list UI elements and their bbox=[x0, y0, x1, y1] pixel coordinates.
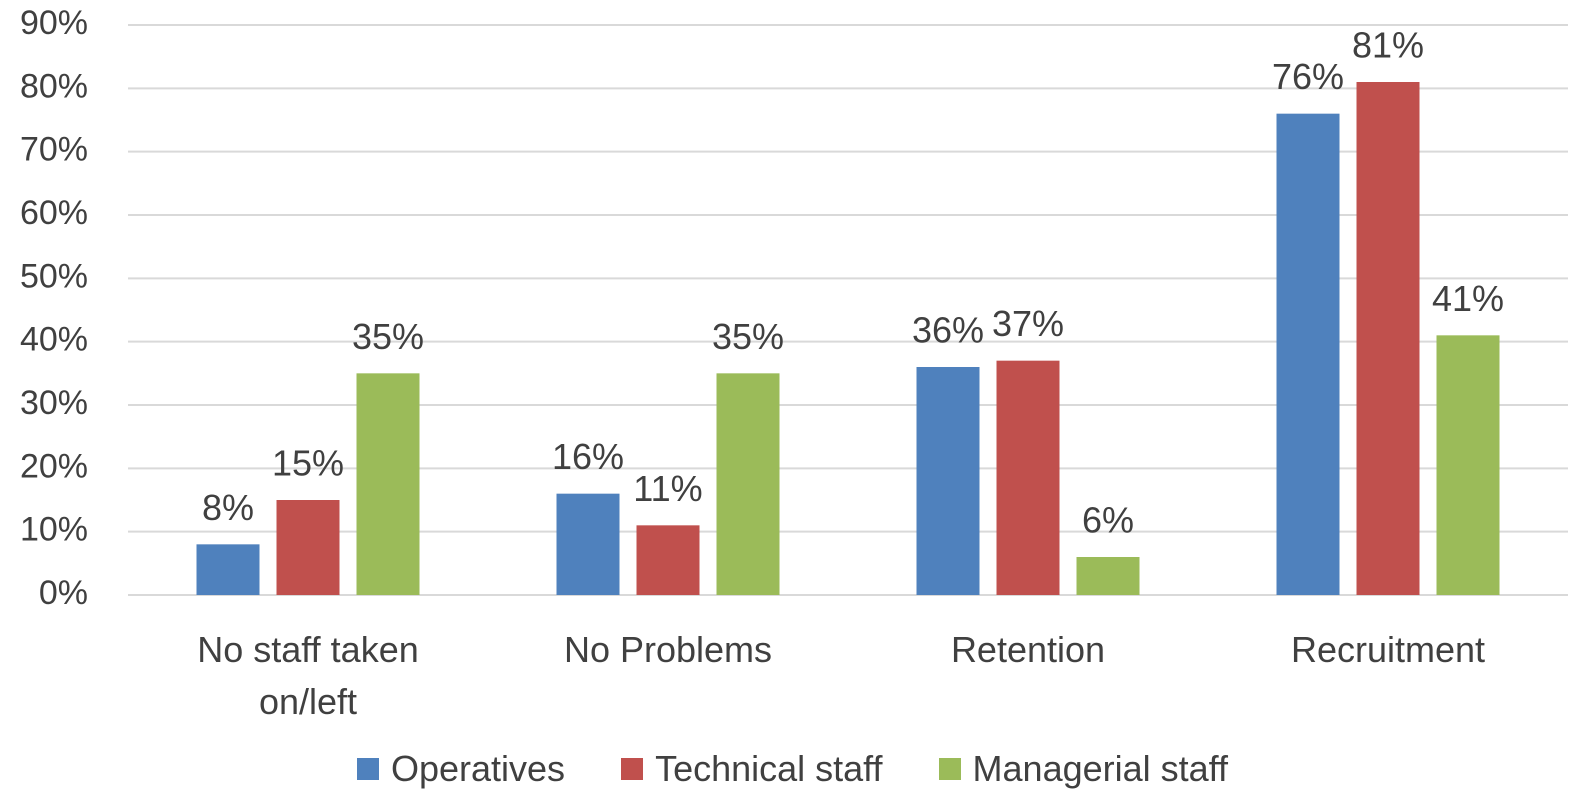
bar bbox=[556, 493, 620, 595]
bar bbox=[1356, 82, 1420, 595]
bar bbox=[996, 360, 1060, 595]
data-label: 76% bbox=[1272, 56, 1344, 97]
legend: Operatives Technical staff Managerial staf… bbox=[0, 748, 1585, 790]
legend-swatch bbox=[356, 758, 379, 780]
y-tick-label: 80% bbox=[20, 67, 88, 105]
x-tick-label: No staff taken on/left bbox=[197, 629, 419, 722]
data-label: 35% bbox=[712, 316, 784, 357]
data-label: 6% bbox=[1082, 500, 1134, 541]
bar bbox=[1276, 113, 1340, 596]
y-tick-label: 0% bbox=[39, 574, 88, 612]
legend-item: Technical staff bbox=[621, 748, 883, 790]
data-label: 41% bbox=[1432, 278, 1504, 319]
data-label: 36% bbox=[912, 310, 984, 351]
y-tick-label: 90% bbox=[20, 4, 88, 42]
legend-label: Managerial staff bbox=[972, 748, 1229, 789]
legend-item: Managerial staff bbox=[938, 748, 1229, 790]
data-label: 16% bbox=[552, 436, 624, 477]
legend-swatch bbox=[938, 758, 961, 780]
y-tick-label: 70% bbox=[20, 131, 88, 169]
y-tick-label: 10% bbox=[20, 511, 88, 549]
bar bbox=[196, 544, 260, 595]
data-label: 11% bbox=[633, 468, 702, 509]
data-label: 15% bbox=[272, 443, 344, 484]
bar bbox=[636, 525, 700, 595]
legend-swatch bbox=[621, 758, 644, 780]
x-tick-label: No Problems bbox=[563, 629, 773, 670]
legend-label: Operatives bbox=[390, 748, 566, 789]
x-tick-label: Recruitment bbox=[1290, 629, 1486, 670]
x-tick-label: Retention bbox=[950, 629, 1106, 670]
bar bbox=[916, 367, 980, 595]
bar bbox=[356, 373, 420, 595]
data-label: 81% bbox=[1352, 25, 1424, 66]
y-tick-label: 30% bbox=[20, 384, 88, 422]
data-label: 8% bbox=[202, 487, 254, 528]
legend-item: Operatives bbox=[356, 748, 566, 790]
y-tick-label: 60% bbox=[20, 194, 88, 232]
bar bbox=[276, 500, 340, 595]
y-tick-label: 40% bbox=[20, 321, 88, 359]
y-tick-label: 20% bbox=[20, 447, 88, 485]
legend-label: Technical staff bbox=[655, 748, 883, 789]
bar bbox=[716, 373, 780, 595]
y-tick-label: 50% bbox=[20, 257, 88, 295]
bar bbox=[1436, 335, 1500, 595]
data-label: 35% bbox=[352, 316, 424, 357]
bar bbox=[1076, 557, 1140, 595]
data-label: 37% bbox=[992, 303, 1064, 344]
